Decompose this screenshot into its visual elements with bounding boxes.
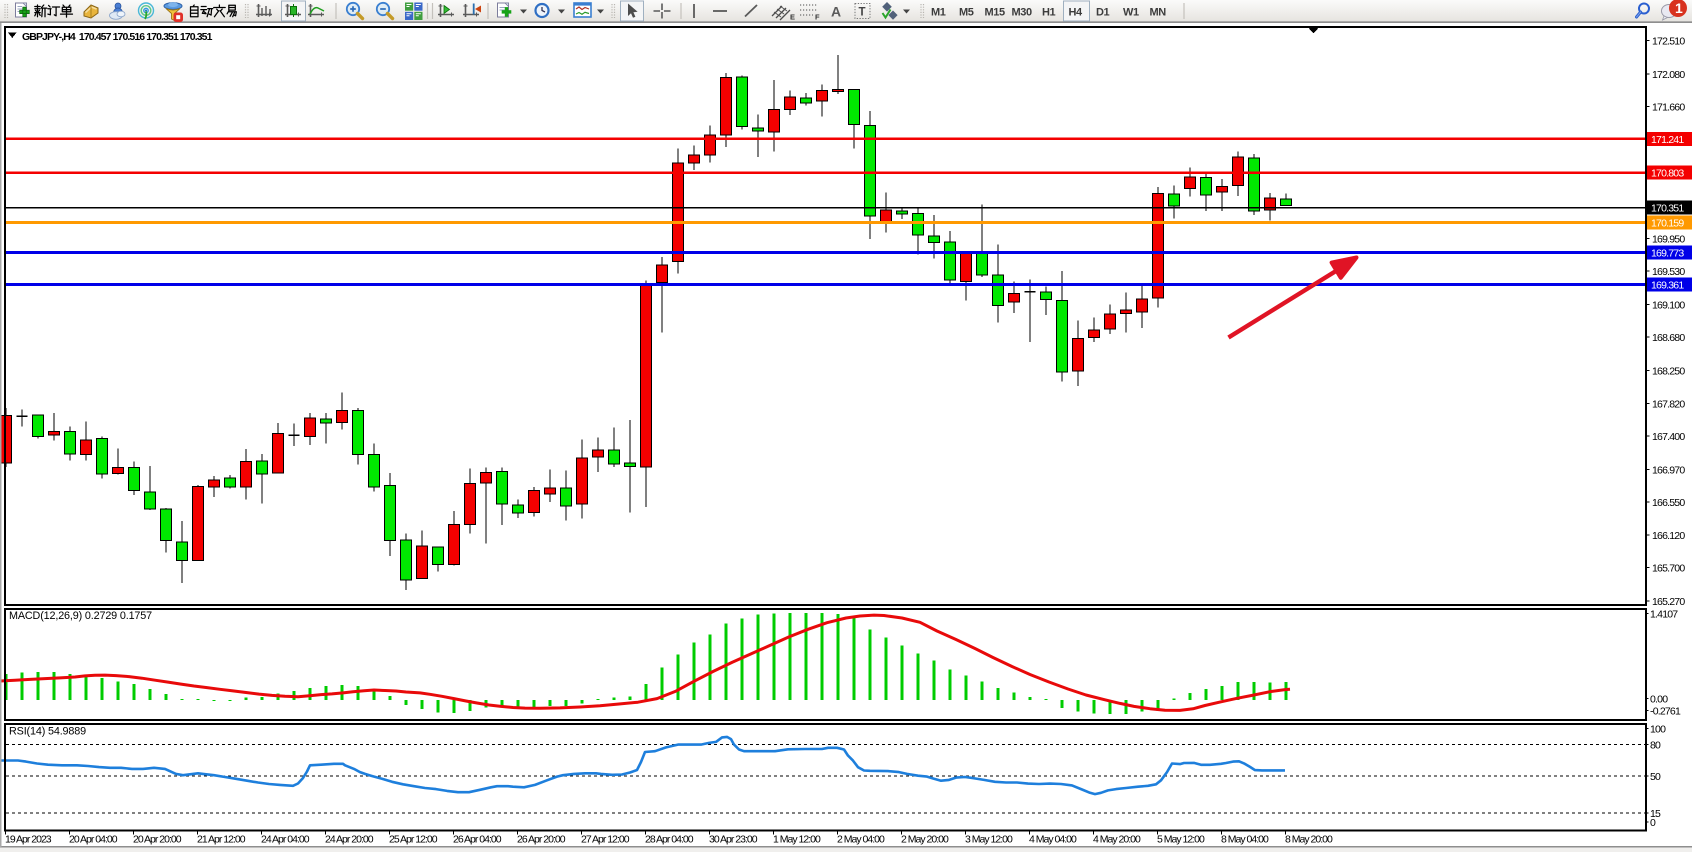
- svg-text:2 May 20:00: 2 May 20:00: [901, 834, 949, 846]
- svg-text:MN: MN: [1150, 7, 1167, 19]
- svg-text:A: A: [831, 4, 841, 20]
- svg-text:100: 100: [1650, 724, 1666, 736]
- svg-text:8 May 04:00: 8 May 04:00: [1221, 834, 1269, 846]
- svg-text:20 Apr 04:00: 20 Apr 04:00: [69, 834, 118, 846]
- svg-text:H1: H1: [1042, 7, 1056, 19]
- svg-text:5 May 12:00: 5 May 12:00: [1157, 834, 1205, 846]
- svg-text:167.400: 167.400: [1652, 431, 1685, 443]
- svg-text:171.660: 171.660: [1652, 101, 1685, 113]
- svg-text:2 May 04:00: 2 May 04:00: [837, 834, 885, 846]
- svg-text:166.970: 166.970: [1652, 464, 1685, 476]
- svg-text:GBPJPY-,H4 170.457 170.516 17: GBPJPY-,H4 170.457 170.516 170.351 170.3…: [22, 31, 213, 43]
- svg-text:T: T: [859, 7, 866, 19]
- svg-text:15: 15: [1650, 808, 1661, 820]
- svg-text:21 Apr 12:00: 21 Apr 12:00: [197, 834, 246, 846]
- svg-text:20 Apr 20:00: 20 Apr 20:00: [133, 834, 182, 846]
- svg-text:4 May 04:00: 4 May 04:00: [1029, 834, 1077, 846]
- svg-text:165.270: 165.270: [1652, 596, 1685, 608]
- svg-text:19 Apr 2023: 19 Apr 2023: [5, 834, 52, 846]
- svg-text:1: 1: [1675, 0, 1683, 16]
- svg-text:168.680: 168.680: [1652, 332, 1685, 344]
- svg-text:RSI(14) 54.9889: RSI(14) 54.9889: [9, 726, 86, 738]
- svg-text:1 May 12:00: 1 May 12:00: [773, 834, 821, 846]
- svg-text:30 Apr 23:00: 30 Apr 23:00: [709, 834, 758, 846]
- svg-text:M5: M5: [959, 7, 974, 19]
- svg-text:E: E: [790, 13, 795, 22]
- svg-text:169.773: 169.773: [1651, 247, 1684, 259]
- svg-text:D1: D1: [1096, 7, 1110, 19]
- svg-text:168.250: 168.250: [1652, 365, 1685, 377]
- svg-text:F: F: [815, 13, 820, 22]
- svg-text:170.159: 170.159: [1651, 218, 1684, 230]
- svg-text:0: 0: [1650, 817, 1656, 829]
- svg-text:-0.2761: -0.2761: [1650, 706, 1681, 718]
- svg-text:24 Apr 20:00: 24 Apr 20:00: [325, 834, 374, 846]
- svg-text:170.803: 170.803: [1651, 168, 1684, 180]
- svg-text:M1: M1: [931, 7, 946, 19]
- svg-text:166.120: 166.120: [1652, 530, 1685, 542]
- svg-text:170.351: 170.351: [1651, 203, 1684, 215]
- svg-text:24 Apr 04:00: 24 Apr 04:00: [261, 834, 310, 846]
- svg-text:50: 50: [1650, 771, 1661, 783]
- svg-text:26 Apr 20:00: 26 Apr 20:00: [517, 834, 566, 846]
- svg-text:26 Apr 04:00: 26 Apr 04:00: [453, 834, 502, 846]
- svg-text:167.820: 167.820: [1652, 399, 1685, 411]
- svg-text:27 Apr 12:00: 27 Apr 12:00: [581, 834, 630, 846]
- svg-text:166.550: 166.550: [1652, 497, 1685, 509]
- svg-text:169.361: 169.361: [1651, 279, 1684, 291]
- svg-text:172.510: 172.510: [1652, 36, 1685, 48]
- svg-text:165.700: 165.700: [1652, 563, 1685, 575]
- svg-text:171.241: 171.241: [1651, 134, 1684, 146]
- svg-text:4 May 20:00: 4 May 20:00: [1093, 834, 1141, 846]
- svg-text:28 Apr 04:00: 28 Apr 04:00: [645, 834, 694, 846]
- svg-text:H4: H4: [1069, 7, 1084, 19]
- svg-text:169.100: 169.100: [1652, 300, 1685, 312]
- svg-text:25 Apr 12:00: 25 Apr 12:00: [389, 834, 438, 846]
- svg-text:MACD(12,26,9) 0.2729 0.1757: MACD(12,26,9) 0.2729 0.1757: [9, 610, 152, 622]
- svg-text:172.080: 172.080: [1652, 69, 1685, 81]
- svg-text:M30: M30: [1012, 7, 1032, 19]
- svg-text:1.4107: 1.4107: [1650, 609, 1678, 621]
- svg-text:3 May 12:00: 3 May 12:00: [965, 834, 1013, 846]
- svg-text:80: 80: [1650, 740, 1661, 752]
- svg-text:169.530: 169.530: [1652, 266, 1685, 278]
- svg-text:M15: M15: [985, 7, 1005, 19]
- svg-text:169.950: 169.950: [1652, 234, 1685, 246]
- svg-text:0.00: 0.00: [1650, 693, 1668, 705]
- svg-text:W1: W1: [1123, 7, 1139, 19]
- svg-text:8 May 20:00: 8 May 20:00: [1285, 834, 1333, 846]
